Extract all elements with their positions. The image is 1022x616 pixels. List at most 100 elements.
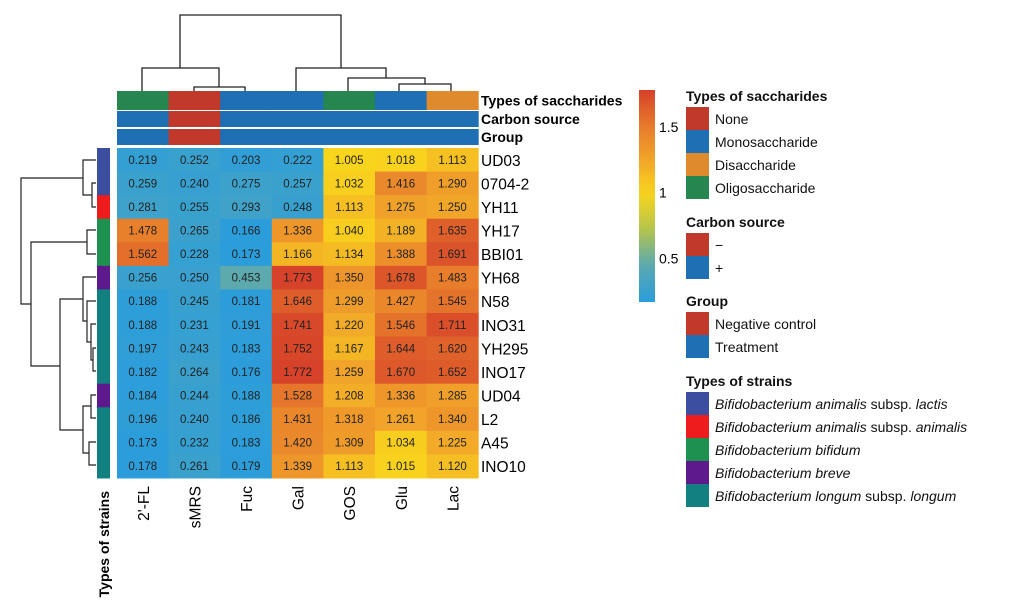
row-label: UD03 xyxy=(481,153,521,170)
cell-value-label: 0.173 xyxy=(128,438,157,450)
cell-value-label: 1.318 xyxy=(335,414,364,426)
column-label: GOS xyxy=(342,486,359,520)
heatmap-cell xyxy=(168,407,221,432)
cell-value-label: 1.545 xyxy=(438,296,467,308)
cell-value-label: 0.264 xyxy=(180,367,209,379)
cell-value-label: 1.546 xyxy=(386,320,415,332)
cell-value-label: 1.772 xyxy=(283,367,312,379)
cell-value-label: 0.184 xyxy=(128,390,157,402)
cell-value-label: 1.652 xyxy=(438,367,467,379)
legend-label: Bifidobacterium longum subsp. longum xyxy=(715,487,957,504)
cell-value-label: 1.427 xyxy=(386,296,415,308)
legend-item: Bifidobacterium animalis subsp. lactis xyxy=(686,392,967,415)
legend-swatch xyxy=(686,415,709,438)
cell-value-label: 1.691 xyxy=(438,249,467,261)
cell-value-label: 0.188 xyxy=(128,296,157,308)
cell-value-label: 1.113 xyxy=(438,155,466,167)
cell-value-label: 0.166 xyxy=(232,225,261,237)
heatmap-cell xyxy=(117,312,170,338)
column-label: sMRS xyxy=(187,486,204,528)
heatmap-cell xyxy=(323,195,376,220)
annotation-cell xyxy=(220,129,273,145)
strain-annotation-cell xyxy=(97,171,110,196)
cell-value-label: 1.259 xyxy=(335,367,364,379)
heatmap-cell xyxy=(271,383,324,408)
cell-value-label: 1.005 xyxy=(335,155,364,167)
heatmap-cell xyxy=(168,336,221,361)
heatmap-cell xyxy=(271,289,324,314)
cell-value-label: 0.453 xyxy=(232,273,261,285)
column-label: Glu xyxy=(394,486,411,510)
annotation-cell xyxy=(271,111,324,127)
cell-value-label: 0.196 xyxy=(128,414,157,426)
row-annotation xyxy=(97,148,110,479)
heatmap-cell xyxy=(426,383,479,408)
heatmap-cell xyxy=(220,360,273,385)
legend-item: Disaccharide xyxy=(686,153,827,176)
legend-item: Treatment xyxy=(686,335,816,358)
colorbar-tick-label: 1 xyxy=(659,185,667,201)
annotation-cell xyxy=(323,91,376,110)
heatmap-cell xyxy=(271,195,324,220)
cell-value-label: 1.416 xyxy=(386,178,415,190)
column-dendrogram-branches xyxy=(141,14,452,91)
legend-group: Group Negative control Treatment xyxy=(686,293,816,358)
annotation-cell xyxy=(323,129,376,145)
cell-value-label: 1.431 xyxy=(283,414,312,426)
heatmap-cell xyxy=(375,407,428,432)
legend-item: + xyxy=(686,256,785,279)
cell-value-label: 0.257 xyxy=(283,178,312,190)
legend-types-of-strains: Types of strains Bifidobacterium animalis… xyxy=(686,373,967,507)
legend-swatch xyxy=(686,438,709,461)
cell-value-label: 1.350 xyxy=(335,273,364,285)
cell-value-label: 1.420 xyxy=(283,438,312,450)
strain-annotation-cell xyxy=(97,195,110,220)
heatmap-cell xyxy=(271,407,324,432)
heatmap-cell xyxy=(323,242,376,267)
strain-annotation-cell xyxy=(97,312,110,338)
annotation-label: Group xyxy=(481,129,523,145)
legend-carbon-source: Carbon source − + xyxy=(686,214,785,279)
heatmap-cell xyxy=(271,454,324,479)
cell-value-label: 1.134 xyxy=(335,249,364,261)
heatmap-cell xyxy=(375,289,428,314)
legend-item: Monosaccharide xyxy=(686,130,827,153)
row-label: YH68 xyxy=(481,271,520,288)
row-label: YH295 xyxy=(481,341,528,358)
cell-value-label: 1.336 xyxy=(386,390,415,402)
colorbar-tick-label: 1.5 xyxy=(659,119,679,135)
cell-value-label: 0.240 xyxy=(180,414,209,426)
cell-value-label: 0.203 xyxy=(232,155,261,167)
annotation-cell xyxy=(117,129,170,145)
colorbar-bar xyxy=(639,90,655,302)
heatmap-cell xyxy=(220,312,273,338)
cell-value-label: 1.620 xyxy=(438,343,467,355)
heatmap-cell xyxy=(323,265,376,290)
cell-value-label: 0.245 xyxy=(180,296,209,308)
axis-labels: Types of saccharides Carbon source Group Ty… xyxy=(96,93,623,598)
heatmap-cell xyxy=(220,148,273,173)
row-label: INO17 xyxy=(481,365,526,382)
colorbar-tick-label: 0.5 xyxy=(659,251,679,267)
heatmap-cell xyxy=(220,242,273,267)
strain-annotation-cell xyxy=(97,407,110,432)
legend-swatch xyxy=(686,335,709,358)
cell-value-label: 0.261 xyxy=(180,461,209,473)
heatmap-cell xyxy=(220,383,273,408)
cell-value-label: 0.255 xyxy=(180,202,209,214)
legend-swatch xyxy=(686,176,709,199)
annotation-cell xyxy=(220,91,273,110)
column-label: Fuc xyxy=(239,486,256,512)
heatmap-cell xyxy=(375,242,428,267)
heatmap-cell xyxy=(426,265,479,290)
row-label: BBI01 xyxy=(481,247,523,264)
cell-value-label: 1.120 xyxy=(438,461,467,473)
cell-value-label: 0.183 xyxy=(232,343,261,355)
legend-item: Bifidobacterium animalis subsp. animalis xyxy=(686,415,967,438)
heatmap-cell xyxy=(323,430,376,455)
cell-value-label: 1.018 xyxy=(386,155,415,167)
heatmap-cell xyxy=(375,383,428,408)
strain-annotation-cell xyxy=(97,336,110,361)
cell-value-label: 1.261 xyxy=(386,414,415,426)
heatmap-cell xyxy=(168,289,221,314)
